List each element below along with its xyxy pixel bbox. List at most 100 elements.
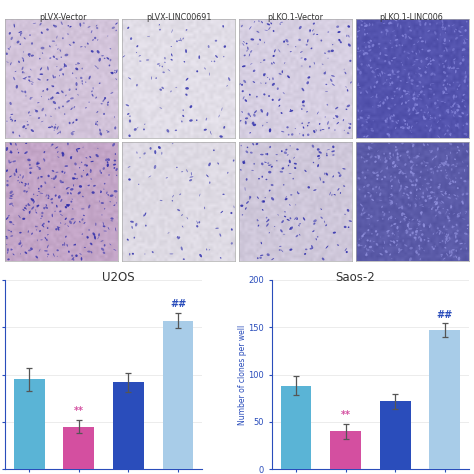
Ellipse shape — [461, 26, 464, 27]
Ellipse shape — [41, 32, 43, 34]
Ellipse shape — [67, 192, 69, 194]
Ellipse shape — [346, 251, 348, 253]
Ellipse shape — [82, 219, 83, 221]
Ellipse shape — [62, 244, 64, 246]
Ellipse shape — [419, 91, 423, 93]
Ellipse shape — [289, 204, 291, 206]
Ellipse shape — [401, 35, 404, 37]
Ellipse shape — [442, 63, 444, 64]
Ellipse shape — [317, 148, 319, 151]
Ellipse shape — [399, 169, 401, 170]
Ellipse shape — [389, 82, 392, 86]
Text: ##: ## — [170, 299, 186, 309]
Ellipse shape — [331, 75, 335, 77]
Ellipse shape — [433, 171, 434, 174]
Ellipse shape — [83, 222, 85, 224]
Ellipse shape — [71, 201, 73, 203]
Ellipse shape — [345, 248, 347, 251]
Ellipse shape — [27, 203, 29, 205]
Ellipse shape — [458, 116, 462, 117]
Ellipse shape — [407, 100, 410, 101]
Ellipse shape — [423, 118, 427, 120]
Ellipse shape — [320, 209, 322, 210]
Ellipse shape — [271, 184, 273, 186]
Ellipse shape — [450, 206, 452, 209]
Ellipse shape — [398, 230, 399, 232]
Ellipse shape — [101, 247, 104, 251]
Ellipse shape — [92, 39, 94, 41]
Ellipse shape — [319, 177, 321, 181]
Ellipse shape — [52, 96, 54, 98]
Ellipse shape — [36, 205, 39, 207]
Ellipse shape — [419, 68, 421, 70]
Ellipse shape — [442, 240, 443, 242]
Ellipse shape — [430, 191, 433, 193]
Ellipse shape — [102, 100, 104, 102]
Ellipse shape — [404, 123, 407, 125]
Ellipse shape — [409, 113, 410, 115]
Ellipse shape — [343, 185, 345, 187]
Ellipse shape — [10, 248, 12, 250]
Ellipse shape — [325, 84, 327, 85]
Ellipse shape — [434, 31, 437, 35]
Ellipse shape — [455, 97, 456, 98]
Ellipse shape — [403, 51, 405, 53]
Ellipse shape — [64, 242, 65, 246]
Ellipse shape — [411, 231, 414, 234]
Ellipse shape — [290, 109, 291, 110]
Ellipse shape — [401, 45, 403, 46]
Ellipse shape — [384, 157, 386, 160]
Ellipse shape — [328, 50, 330, 53]
Ellipse shape — [61, 21, 63, 25]
Ellipse shape — [442, 23, 444, 26]
Bar — [113, 382, 144, 469]
Ellipse shape — [97, 124, 98, 126]
Ellipse shape — [162, 87, 164, 89]
Ellipse shape — [360, 91, 362, 94]
Ellipse shape — [440, 162, 443, 164]
Ellipse shape — [408, 108, 410, 109]
Ellipse shape — [448, 219, 450, 221]
Ellipse shape — [56, 92, 59, 94]
Ellipse shape — [56, 66, 57, 67]
Ellipse shape — [430, 117, 431, 118]
Ellipse shape — [440, 101, 444, 102]
Ellipse shape — [375, 186, 377, 188]
Ellipse shape — [368, 214, 370, 216]
Ellipse shape — [129, 119, 131, 123]
Ellipse shape — [268, 219, 269, 221]
Ellipse shape — [361, 63, 363, 65]
Ellipse shape — [349, 220, 352, 222]
Ellipse shape — [265, 82, 266, 84]
Ellipse shape — [139, 157, 141, 158]
Ellipse shape — [286, 126, 289, 128]
Ellipse shape — [397, 153, 399, 155]
Ellipse shape — [416, 53, 417, 55]
Ellipse shape — [115, 168, 118, 171]
Ellipse shape — [99, 82, 100, 84]
Ellipse shape — [409, 26, 410, 27]
Ellipse shape — [30, 69, 32, 71]
Ellipse shape — [62, 152, 64, 154]
Ellipse shape — [6, 217, 9, 220]
Ellipse shape — [431, 192, 435, 193]
Ellipse shape — [166, 177, 168, 178]
Ellipse shape — [463, 94, 465, 95]
Ellipse shape — [420, 109, 422, 111]
Ellipse shape — [409, 219, 410, 220]
Ellipse shape — [363, 232, 366, 236]
Ellipse shape — [454, 232, 458, 235]
Ellipse shape — [24, 77, 27, 78]
Ellipse shape — [407, 123, 408, 126]
Ellipse shape — [462, 161, 464, 164]
Ellipse shape — [437, 206, 439, 209]
Ellipse shape — [144, 124, 146, 125]
Ellipse shape — [90, 169, 91, 171]
Ellipse shape — [451, 110, 452, 111]
Ellipse shape — [313, 223, 315, 225]
Ellipse shape — [106, 191, 108, 194]
Ellipse shape — [428, 30, 430, 32]
Ellipse shape — [456, 88, 458, 90]
Ellipse shape — [410, 161, 412, 163]
Ellipse shape — [454, 111, 456, 114]
